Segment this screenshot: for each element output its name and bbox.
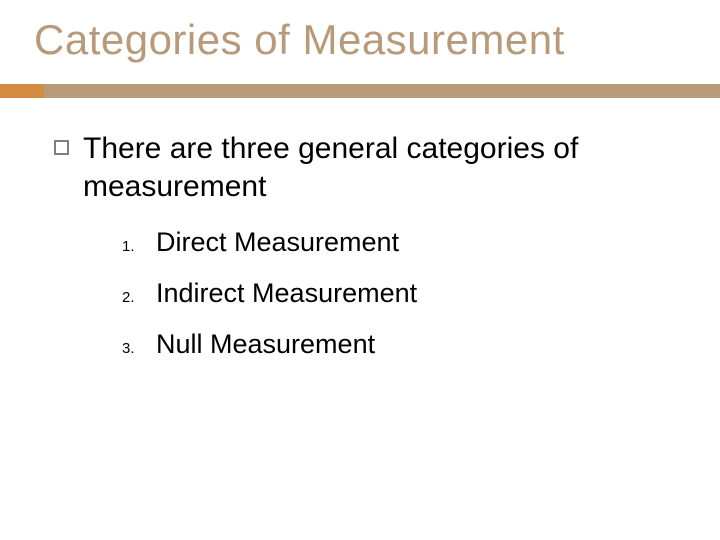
intro-bullet-row: There are three general categories of me… [54, 130, 680, 205]
numbered-list: 1. Direct Measurement 2. Indirect Measur… [122, 227, 680, 360]
list-item: 2. Indirect Measurement [122, 278, 680, 309]
hollow-square-bullet-icon [54, 140, 69, 155]
title-divider [0, 84, 720, 98]
intro-text: There are three general categories of me… [83, 130, 680, 205]
slide: Categories of Measurement There are thre… [0, 0, 720, 540]
list-item: 3. Null Measurement [122, 329, 680, 360]
slide-title: Categories of Measurement [34, 16, 565, 64]
list-text: Null Measurement [156, 329, 375, 360]
list-number: 3. [122, 340, 156, 357]
list-number: 1. [122, 238, 156, 255]
list-number: 2. [122, 289, 156, 306]
list-item: 1. Direct Measurement [122, 227, 680, 258]
slide-body: There are three general categories of me… [54, 130, 680, 380]
divider-main-segment [44, 84, 720, 98]
divider-accent-segment [0, 84, 44, 98]
list-text: Direct Measurement [156, 227, 399, 258]
list-text: Indirect Measurement [156, 278, 417, 309]
